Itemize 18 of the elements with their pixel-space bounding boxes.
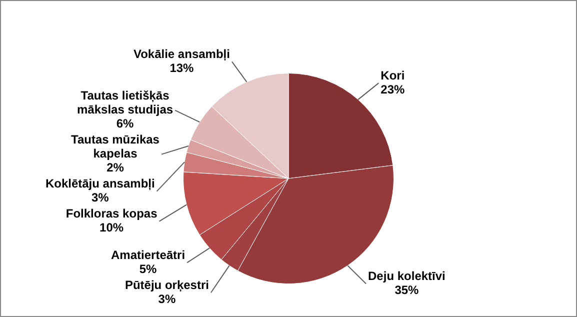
slice-label: Kori [380,68,405,82]
data-label: 10% [100,220,124,235]
data-label: 23% [380,82,405,96]
slice-label: Tautas mūzikas kapelas [71,132,160,161]
slice-label: Koklētāju ansambļi [45,176,155,191]
slice-label: Amatierteātri [111,248,186,262]
data-label: 35% [394,283,420,298]
data-label: 13% [170,61,194,76]
slice-label: Tautas lietišķās mākslas studijas [77,88,174,117]
data-label: 5% [139,262,158,276]
slice-label: Folkloras kopas [66,206,158,221]
slice-label: Vokālie ansambļi [133,47,230,62]
data-label: 6% [116,116,134,131]
slice-label: Pūtēju orķestri [124,278,209,292]
data-label: 3% [158,292,176,306]
data-label: 2% [106,160,124,175]
slice-label: Deju kolektīvi [368,269,446,284]
data-label: 3% [91,190,110,205]
